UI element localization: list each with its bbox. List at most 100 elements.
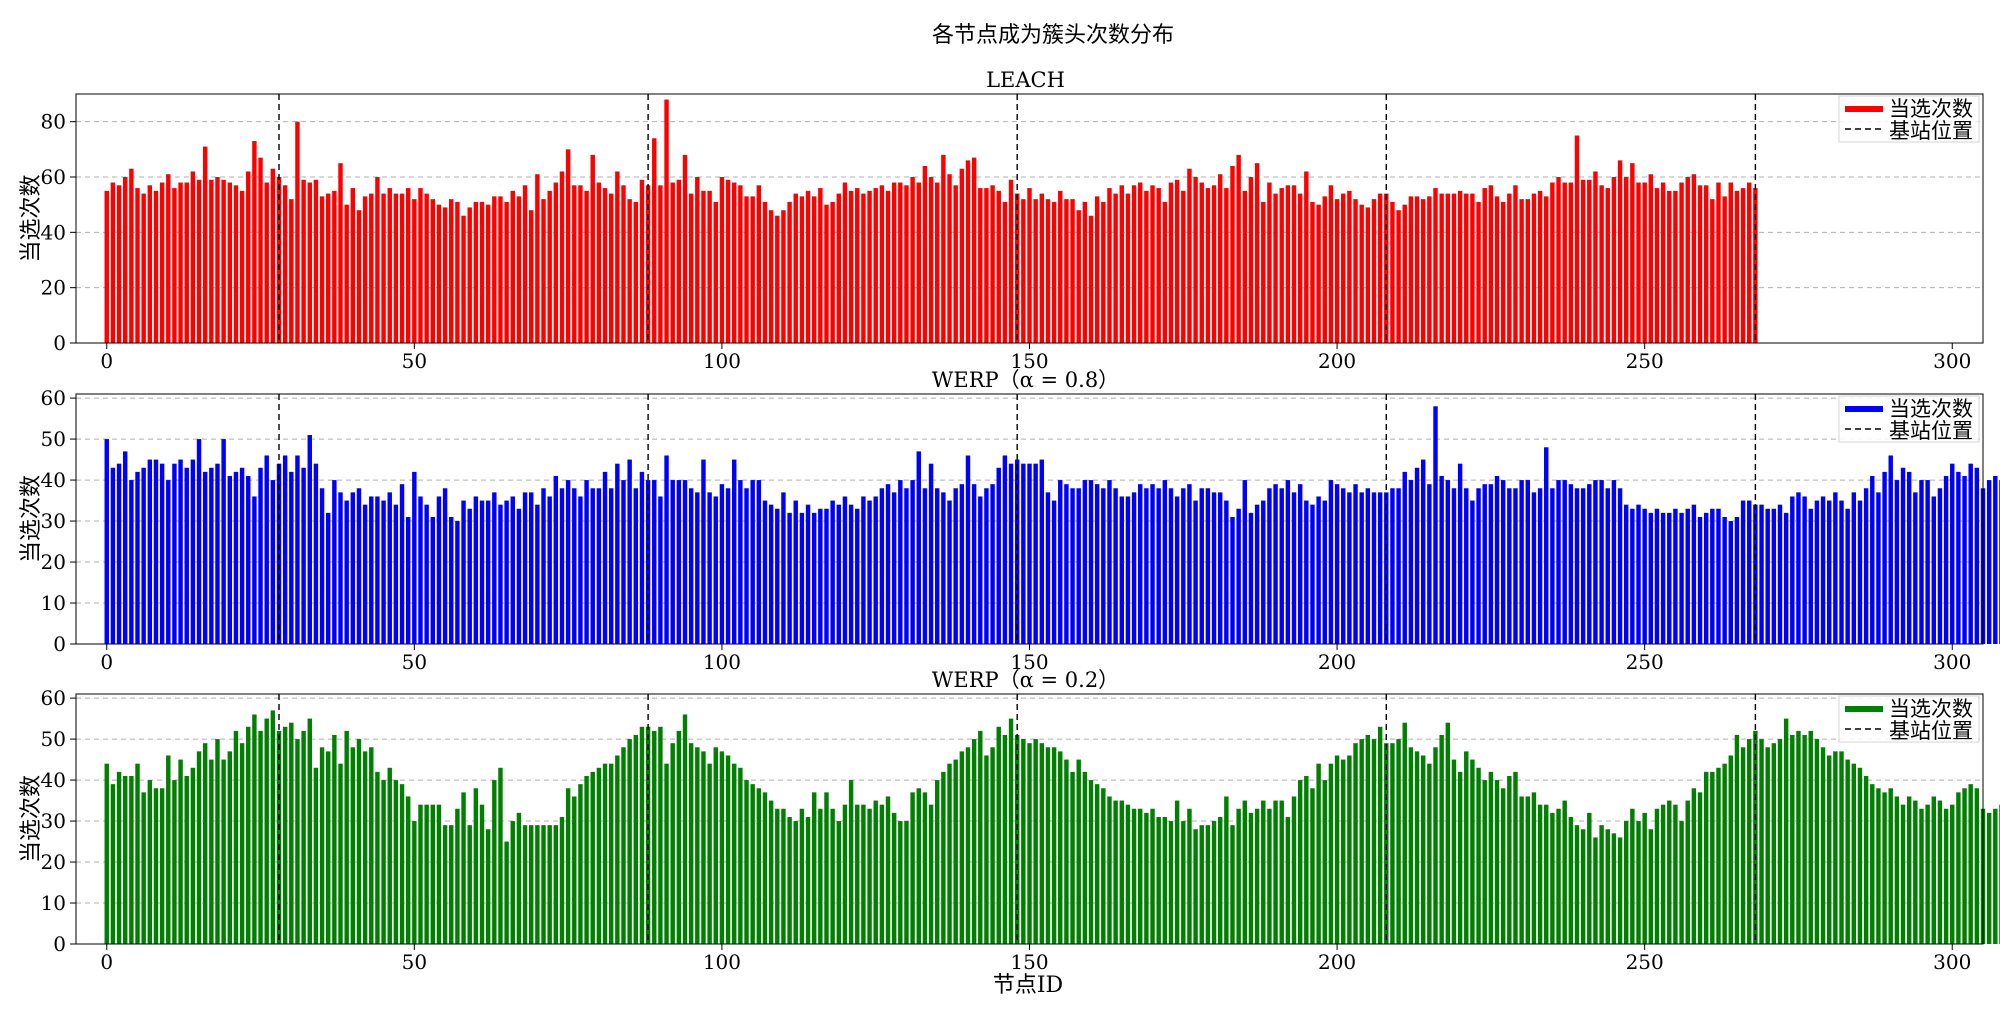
bar-werp02-node-135: [935, 780, 940, 944]
bar-leach-node-261: [1710, 199, 1715, 343]
bar-werp08-node-23: [246, 475, 251, 644]
bar-leach-node-218: [1445, 193, 1451, 343]
bar-werp08-node-26: [264, 455, 269, 644]
bar-werp02-node-288: [1876, 788, 1881, 944]
bar-werp02-node-119: [836, 821, 842, 944]
legend-label-base-station: 基站位置: [1889, 119, 1973, 143]
bar-werp02-node-252: [1654, 808, 1660, 944]
bar-werp08-node-209: [1390, 488, 1395, 644]
bar-leach-node-173: [1168, 182, 1174, 343]
bar-werp08-node-241: [1587, 484, 1592, 644]
bar-werp08-node-46: [387, 492, 392, 644]
bar-werp02-node-107: [762, 792, 768, 944]
bar-leach-node-7: [147, 185, 153, 343]
bar-werp08-node-170: [1150, 484, 1155, 644]
bar-leach-node-106: [756, 185, 762, 343]
bar-werp08-node-73: [553, 475, 559, 644]
legend-label-bars: 当选次数: [1889, 97, 1973, 121]
bar-werp08-node-134: [928, 463, 934, 644]
bar-leach-node-96: [695, 177, 700, 343]
bar-werp02-node-87: [639, 726, 645, 944]
bar-werp08-node-207: [1377, 492, 1383, 644]
bar-werp02-node-27: [270, 710, 276, 944]
bar-werp02-node-2: [116, 771, 122, 944]
bar-leach-node-247: [1623, 177, 1629, 343]
bar-leach-node-83: [615, 171, 620, 343]
bar-werp08-node-233: [1537, 488, 1543, 644]
bar-leach-node-114: [805, 190, 811, 343]
bar-werp02-node-234: [1544, 804, 1549, 944]
bar-werp02-node-52: [424, 804, 429, 944]
bar-leach-node-54: [436, 204, 442, 343]
y-tick-label: 0: [53, 932, 66, 956]
bar-werp02-node-47: [393, 780, 399, 944]
bar-werp02-node-31: [295, 739, 300, 944]
bar-werp02-node-57: [455, 808, 460, 944]
bar-werp08-node-297: [1931, 496, 1936, 644]
bar-werp08-node-243: [1599, 480, 1604, 644]
bar-leach-node-153: [1045, 199, 1051, 343]
bar-werp08-node-298: [1937, 488, 1943, 644]
x-tick-label: 150: [1010, 950, 1048, 974]
bar-werp08-node-248: [1630, 508, 1635, 644]
bar-werp08-node-77: [578, 496, 583, 644]
bar-werp02-node-140: [965, 747, 971, 944]
bar-werp02-node-77: [578, 784, 583, 944]
bar-werp02-node-154: [1051, 747, 1057, 944]
bar-werp02-node-117: [824, 792, 829, 944]
bar-werp08-node-239: [1574, 488, 1580, 644]
y-tick-label: 0: [53, 632, 66, 656]
bar-werp02-node-60: [473, 788, 479, 944]
bar-werp08-node-3: [123, 451, 128, 644]
bar-leach-node-256: [1679, 182, 1684, 343]
bar-werp08-node-186: [1248, 512, 1254, 644]
bar-werp08-node-249: [1636, 504, 1641, 644]
bar-werp08-node-17: [209, 467, 214, 644]
legend-box: [1838, 95, 1980, 143]
bar-leach-node-21: [233, 185, 239, 343]
bar-werp02-node-287: [1870, 784, 1875, 944]
bar-leach-node-68: [522, 185, 528, 343]
bar-werp02-node-24: [252, 714, 257, 944]
bar-leach-node-224: [1482, 188, 1487, 343]
bar-werp02-node-53: [430, 804, 436, 944]
bar-werp08-node-69: [529, 492, 534, 644]
bar-werp02-node-163: [1107, 796, 1112, 944]
bar-werp08-node-37: [332, 480, 337, 644]
bar-leach-node-39: [344, 204, 349, 343]
bar-werp08-node-229: [1513, 488, 1518, 644]
bar-werp02-node-255: [1673, 804, 1678, 944]
bar-werp02-node-70: [535, 825, 540, 944]
bar-werp08-node-218: [1445, 480, 1451, 644]
bar-werp08-node-225: [1488, 484, 1494, 644]
bar-leach-node-31: [295, 121, 300, 343]
bar-werp02-node-99: [713, 747, 718, 944]
bar-werp08-node-55: [442, 488, 448, 644]
bar-leach-node-187: [1254, 163, 1260, 343]
bar-werp02-node-54: [436, 804, 442, 944]
bar-leach-node-25: [258, 157, 263, 343]
bar-werp08-node-80: [596, 488, 602, 644]
bar-werp02-node-94: [682, 714, 688, 944]
bar-werp08-node-227: [1500, 480, 1506, 644]
bar-werp08-node-120: [842, 496, 848, 644]
bar-leach-node-193: [1291, 185, 1297, 343]
bar-werp08-node-301: [1956, 471, 1961, 644]
bar-werp02-node-188: [1261, 800, 1266, 944]
bar-leach-node-215: [1427, 196, 1432, 343]
bar-werp02-node-59: [467, 825, 472, 944]
bar-werp02-node-142: [978, 730, 983, 944]
bar-werp08-node-0: [104, 439, 109, 644]
bar-werp08-node-49: [405, 516, 411, 644]
bar-werp08-node-292: [1900, 467, 1906, 644]
bar-leach-node-123: [861, 193, 866, 343]
bar-werp02-node-283: [1845, 759, 1850, 944]
bar-werp02-node-49: [405, 796, 411, 944]
bar-werp02-node-284: [1851, 763, 1857, 944]
bar-werp02-node-199: [1328, 763, 1334, 944]
bar-werp02-node-26: [264, 718, 269, 944]
bar-leach-node-239: [1574, 135, 1580, 343]
bar-leach-node-42: [362, 196, 368, 343]
bar-leach-node-146: [1002, 201, 1008, 343]
bar-werp02-node-159: [1082, 771, 1088, 944]
